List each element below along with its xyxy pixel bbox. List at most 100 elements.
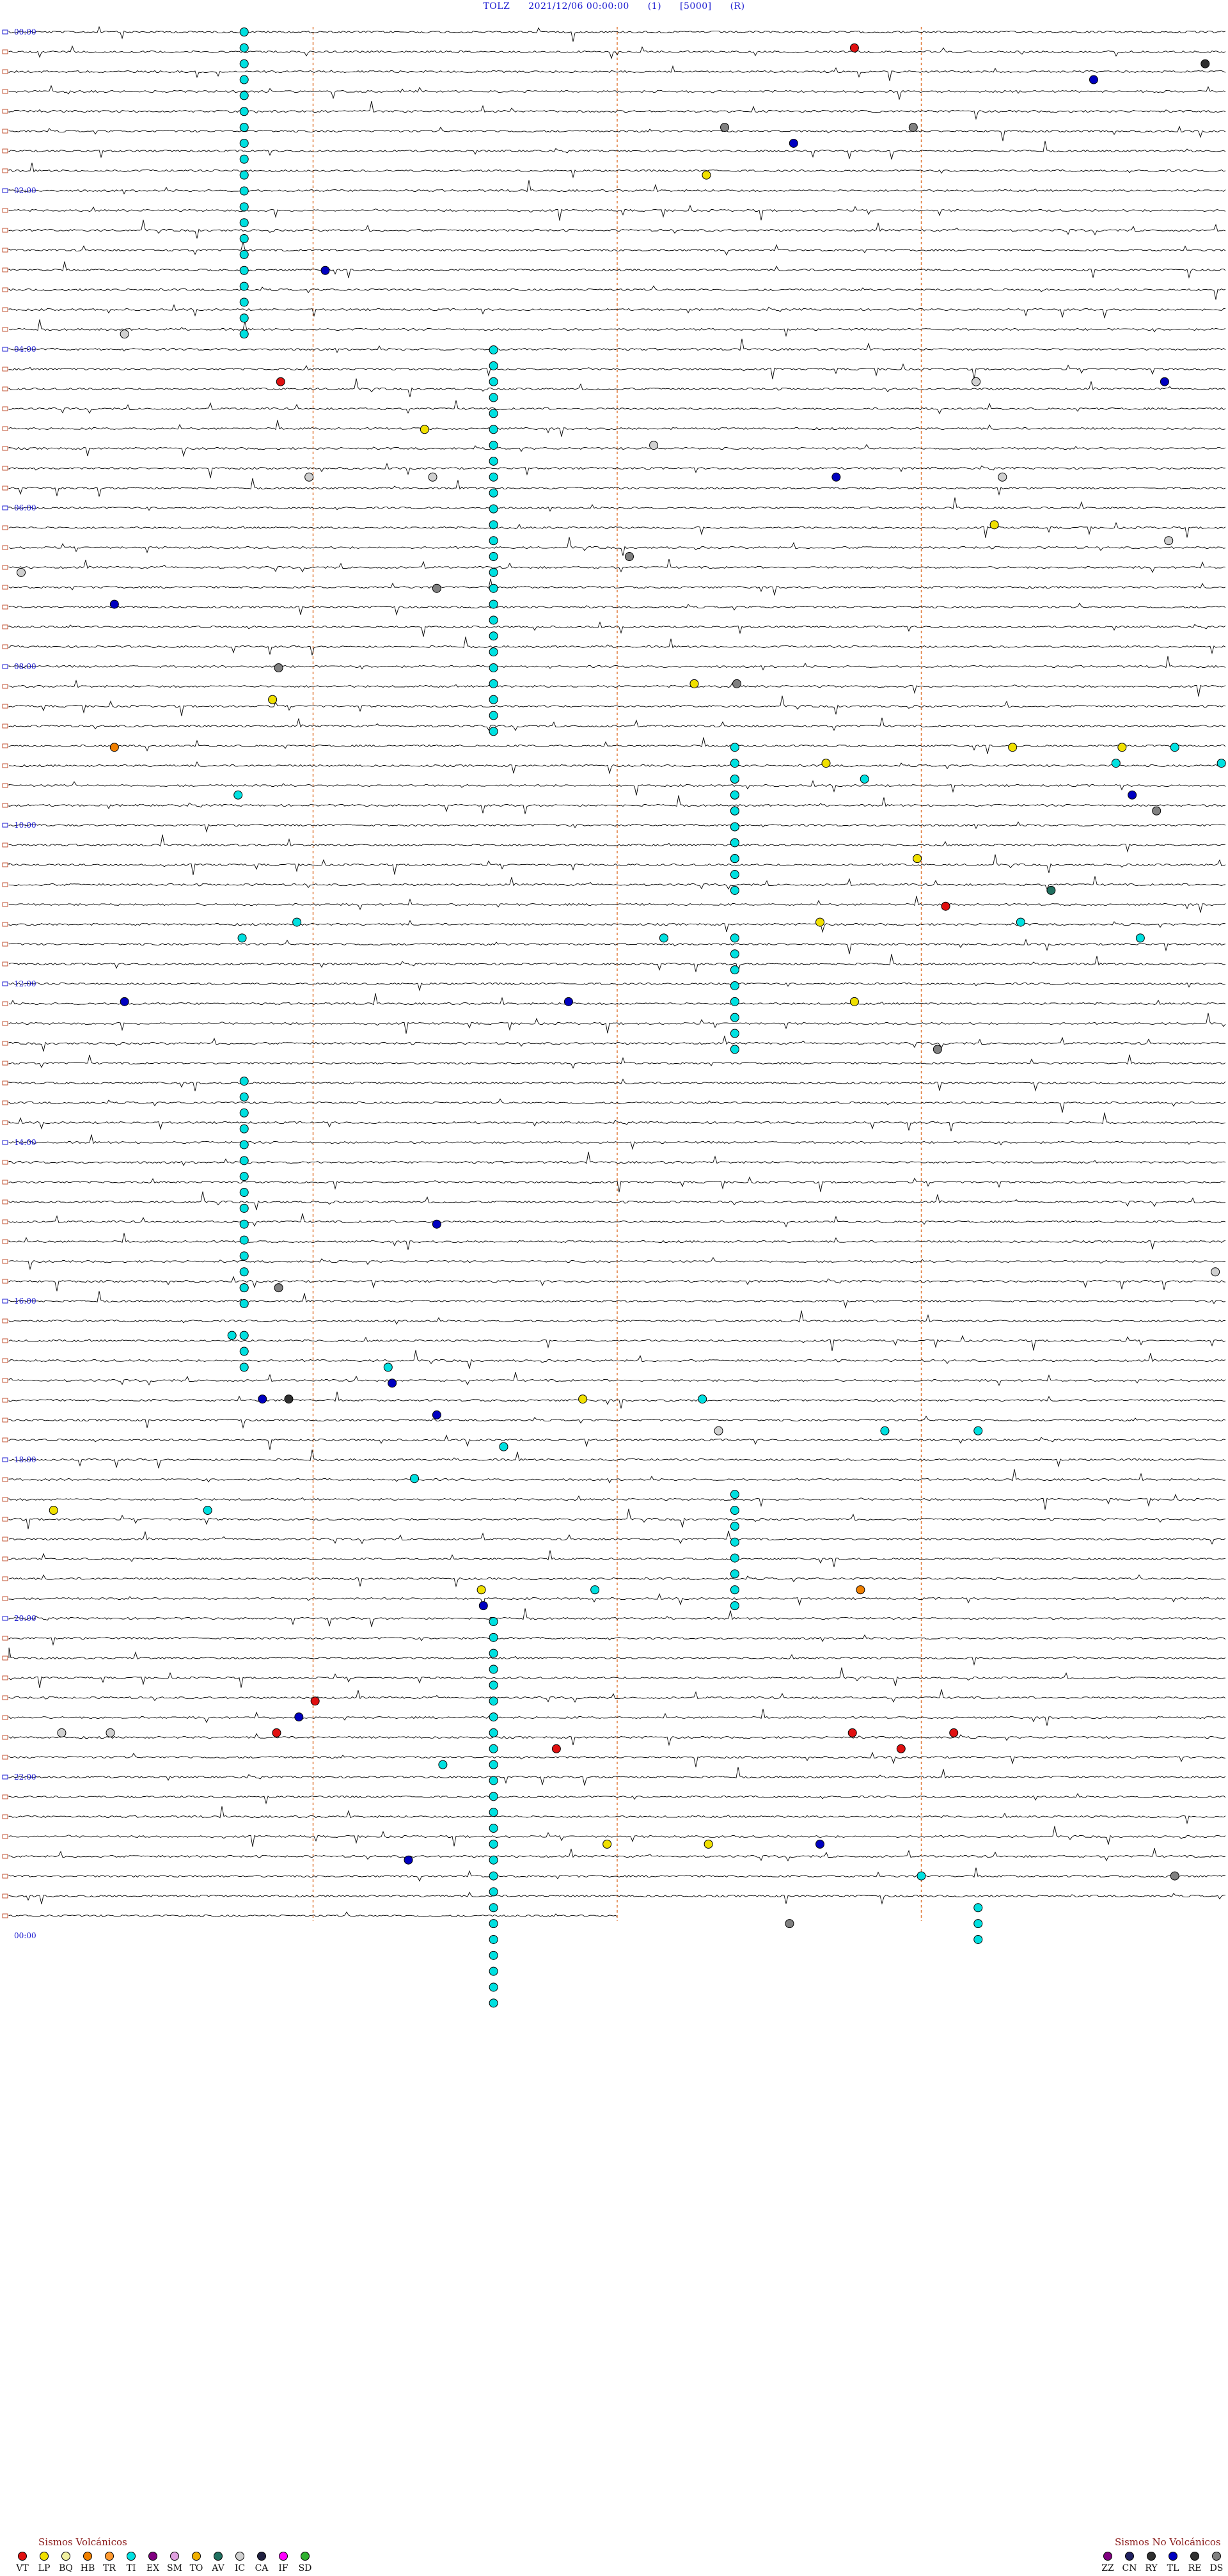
line-marker — [2, 426, 8, 431]
time-label: 18:00 — [14, 1455, 36, 1464]
event-ti — [489, 1632, 498, 1642]
event-ti — [292, 917, 302, 927]
event-ti — [239, 138, 249, 148]
event-tl — [563, 997, 573, 1006]
legend-item-to: TO — [185, 2552, 207, 2573]
legend-code: TL — [1167, 2563, 1179, 2573]
event-ti — [239, 186, 249, 196]
legend-dot — [1147, 2552, 1156, 2561]
line-marker — [2, 248, 8, 253]
event-ti — [730, 790, 739, 800]
trace-line — [8, 558, 1226, 573]
event-ti — [489, 1998, 498, 2008]
trace-line — [8, 1806, 1226, 1824]
line-marker — [2, 1675, 8, 1680]
line-marker — [2, 1497, 8, 1502]
line-marker — [2, 406, 8, 411]
trace-line — [8, 993, 1226, 1006]
line-marker — [2, 1299, 8, 1304]
event-ti — [239, 1092, 249, 1102]
event-ti — [489, 1871, 498, 1881]
time-label: 06:00 — [14, 503, 36, 512]
legend-code: IC — [234, 2563, 246, 2573]
event-ti — [698, 1395, 707, 1404]
legend-item-ry: RY — [1140, 2552, 1162, 2573]
event-ti — [489, 456, 498, 466]
line-marker — [2, 1893, 8, 1899]
event-ds — [1170, 1871, 1179, 1881]
trace-line — [8, 1867, 1226, 1882]
event-ti — [730, 870, 739, 880]
trace-line — [8, 1151, 1226, 1167]
event-ti — [239, 249, 249, 259]
event-ti — [499, 1442, 508, 1451]
legend-dot — [127, 2552, 136, 2561]
time-label: 20:00 — [14, 1614, 36, 1623]
legend-code: TI — [126, 2563, 136, 2573]
event-ds — [625, 552, 634, 562]
legend-dot — [105, 2552, 114, 2561]
event-tl — [789, 138, 798, 148]
event-ti — [239, 123, 249, 132]
event-ti — [239, 1203, 249, 1213]
station-code: TOLZ — [483, 1, 510, 12]
legend-code: LP — [38, 2563, 51, 2573]
event-ti — [239, 1172, 249, 1181]
legend-item-sd: SD — [294, 2552, 316, 2573]
trace-line — [8, 497, 1226, 512]
event-ti — [730, 1601, 739, 1611]
trace-line — [8, 1608, 1226, 1627]
event-ti — [489, 472, 498, 482]
trace-line — [8, 478, 1226, 497]
trace-line — [8, 84, 1226, 100]
event-lp — [702, 170, 711, 180]
trace-line — [8, 1054, 1226, 1069]
legend-volcanic: Sismos Volcánicos VT LP BQ HB TR TI EX SM TO AV IC… — [12, 2536, 316, 2573]
event-ti — [489, 1934, 498, 1944]
event-ti — [239, 1188, 249, 1197]
legend-code: CA — [255, 2563, 269, 2573]
event-ti — [239, 43, 249, 52]
line-marker — [2, 664, 8, 669]
event-ti — [239, 265, 249, 275]
trace-line — [8, 1291, 1226, 1309]
event-ds — [933, 1045, 942, 1054]
line-marker — [2, 862, 8, 867]
line-marker — [2, 743, 8, 748]
event-lp — [815, 917, 824, 927]
event-ti — [489, 377, 498, 386]
event-ti — [489, 615, 498, 625]
legend-code: SD — [298, 2563, 312, 2573]
event-vt — [272, 1728, 281, 1737]
event-ti — [489, 425, 498, 434]
event-ti — [973, 1919, 983, 1929]
trace-line — [8, 1036, 1226, 1052]
line-marker — [2, 1259, 8, 1264]
trace-line — [8, 1434, 1226, 1450]
line-marker — [2, 585, 8, 590]
event-ds — [1152, 806, 1161, 816]
trace-line — [8, 125, 1226, 141]
event-ic — [1211, 1267, 1220, 1277]
event-ti — [239, 234, 249, 244]
event-ti — [239, 218, 249, 228]
trace-line — [8, 1792, 1226, 1805]
legend-code: TO — [189, 2563, 203, 2573]
event-ti — [239, 1108, 249, 1118]
trace-line — [8, 1709, 1226, 1726]
event-lp — [476, 1585, 486, 1595]
line-marker — [2, 386, 8, 391]
event-ti — [489, 679, 498, 688]
trace-line — [8, 1276, 1226, 1292]
trace-line — [8, 1847, 1226, 1861]
trace-line — [8, 363, 1226, 379]
event-lp — [578, 1395, 588, 1404]
legend-item-re: RE — [1184, 2552, 1206, 2573]
legend-nonvolcanic-title: Sismos No Volcánicos — [1115, 2536, 1221, 2548]
time-label: 10:00 — [14, 821, 36, 830]
time-label: 00:00 — [14, 28, 36, 36]
legend-dot — [279, 2552, 288, 2561]
event-ti — [239, 1219, 249, 1229]
trace-line — [8, 205, 1226, 221]
event-ti — [730, 965, 739, 975]
